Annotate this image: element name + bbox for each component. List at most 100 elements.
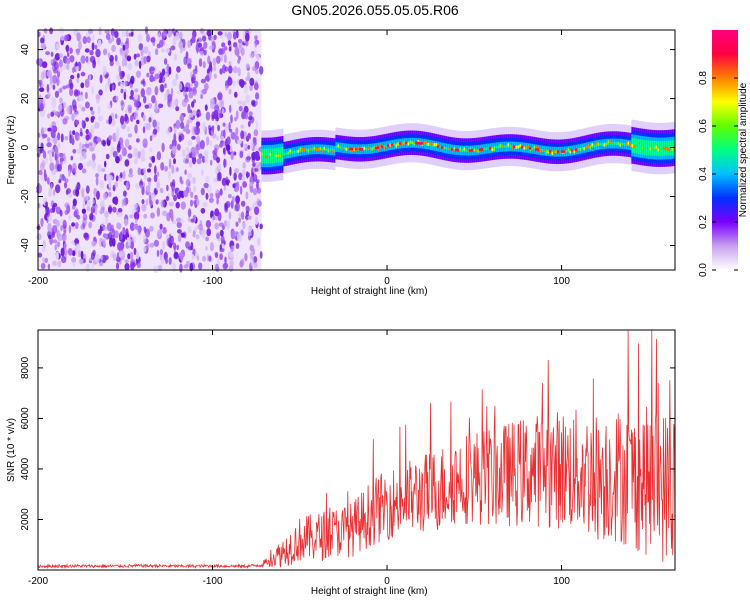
noise-speckle xyxy=(245,94,251,104)
noise-speckle xyxy=(78,162,83,171)
noise-speckle xyxy=(196,198,200,206)
noise-speckle xyxy=(94,204,98,210)
signal-peak xyxy=(523,146,526,150)
noise-speckle xyxy=(127,62,133,71)
signal-max xyxy=(562,150,567,153)
noise-speckle xyxy=(159,223,163,230)
noise-speckle xyxy=(54,53,61,61)
noise-speckle xyxy=(79,131,83,137)
noise-speckle xyxy=(130,31,134,37)
noise-speckle xyxy=(180,180,184,185)
signal-peak xyxy=(587,143,590,147)
noise-speckle xyxy=(94,121,100,129)
noise-speckle xyxy=(216,136,219,141)
signal-max xyxy=(480,147,485,151)
noise-speckle xyxy=(94,44,98,50)
noise-speckle xyxy=(38,87,45,92)
noise-speckle xyxy=(41,61,48,69)
signal-peak xyxy=(321,149,324,153)
noise-speckle xyxy=(201,88,207,95)
noise-speckle xyxy=(180,201,186,210)
noise-speckle xyxy=(69,82,74,90)
colorbar-tick-label: 0.6 xyxy=(698,119,709,133)
signal-peak xyxy=(477,149,480,153)
noise-speckle xyxy=(194,194,198,200)
noise-speckle xyxy=(254,35,258,41)
noise-speckle xyxy=(115,135,119,144)
noise-speckle xyxy=(247,121,251,127)
signal-peak xyxy=(287,151,290,155)
noise-speckle xyxy=(235,221,239,227)
noise-speckle xyxy=(134,93,139,100)
signal-band-segment xyxy=(365,147,368,151)
signal-peak xyxy=(453,146,456,150)
noise-speckle xyxy=(208,255,212,262)
noise-speckle xyxy=(156,207,161,217)
noise-speckle xyxy=(220,135,225,141)
noise-speckle xyxy=(98,26,102,36)
signal-peak xyxy=(327,149,330,153)
noise-speckle xyxy=(36,233,42,241)
noise-speckle xyxy=(56,77,60,87)
colorbar: 0.0 0.2 0.4 0.6 0.8 Normalized spectral ampl… xyxy=(698,30,749,277)
noise-speckle xyxy=(59,53,63,59)
signal-peak xyxy=(553,149,556,153)
noise-speckle xyxy=(91,263,95,270)
noise-speckle xyxy=(205,111,211,121)
signal-band-segment xyxy=(395,142,398,146)
noise-speckle xyxy=(63,181,68,189)
noise-speckle xyxy=(214,147,218,155)
noise-speckle xyxy=(259,223,263,230)
noise-speckle xyxy=(238,217,241,222)
noise-speckle xyxy=(208,197,214,203)
noise-speckle xyxy=(89,106,93,111)
noise-speckle xyxy=(222,64,226,74)
noise-speckle xyxy=(255,161,260,169)
noise-speckle xyxy=(124,159,130,167)
noise-speckle xyxy=(168,158,172,168)
noise-speckle xyxy=(112,253,117,261)
signal-band-segment xyxy=(383,145,386,148)
noise-speckle xyxy=(149,147,153,153)
noise-speckle xyxy=(230,114,233,124)
noise-speckle xyxy=(46,208,51,217)
signal-peak xyxy=(337,144,340,148)
noise-speckle xyxy=(160,162,165,171)
signal-band-segment xyxy=(531,147,534,151)
noise-speckle xyxy=(154,100,158,109)
snr-series-line xyxy=(37,329,676,569)
noise-speckle xyxy=(107,204,113,215)
signal-peak xyxy=(301,148,304,152)
noise-speckle xyxy=(162,240,166,250)
noise-speckle xyxy=(143,56,147,65)
noise-speckle xyxy=(134,59,139,67)
noise-speckle xyxy=(249,244,254,252)
signal-max xyxy=(390,143,395,147)
noise-speckle xyxy=(154,73,160,80)
signal-peak xyxy=(467,149,470,153)
signal-band-segment xyxy=(551,150,554,153)
signal-peak xyxy=(641,146,644,150)
signal-peak xyxy=(429,141,432,145)
signal-peak xyxy=(425,140,428,144)
noise-speckle xyxy=(210,130,214,136)
noise-speckle xyxy=(64,136,69,141)
noise-speckle xyxy=(187,63,192,69)
noise-speckle xyxy=(66,52,70,57)
noise-speckle xyxy=(241,200,246,207)
noise-speckle xyxy=(125,181,129,190)
noise-speckle xyxy=(54,146,59,155)
noise-speckle xyxy=(127,73,131,83)
noise-speckle xyxy=(235,110,239,120)
signal-band-segment xyxy=(541,149,544,152)
noise-speckle xyxy=(203,182,209,189)
noise-speckle xyxy=(129,222,135,232)
noise-speckle xyxy=(173,194,177,202)
noise-speckle xyxy=(145,185,151,193)
snr-y-ticks: 2000 4000 6000 8000 xyxy=(20,356,675,531)
noise-speckle xyxy=(124,138,130,148)
noise-speckle xyxy=(112,237,116,247)
noise-speckle xyxy=(233,172,237,181)
signal-peak xyxy=(657,148,660,152)
signal-peak xyxy=(431,142,434,146)
